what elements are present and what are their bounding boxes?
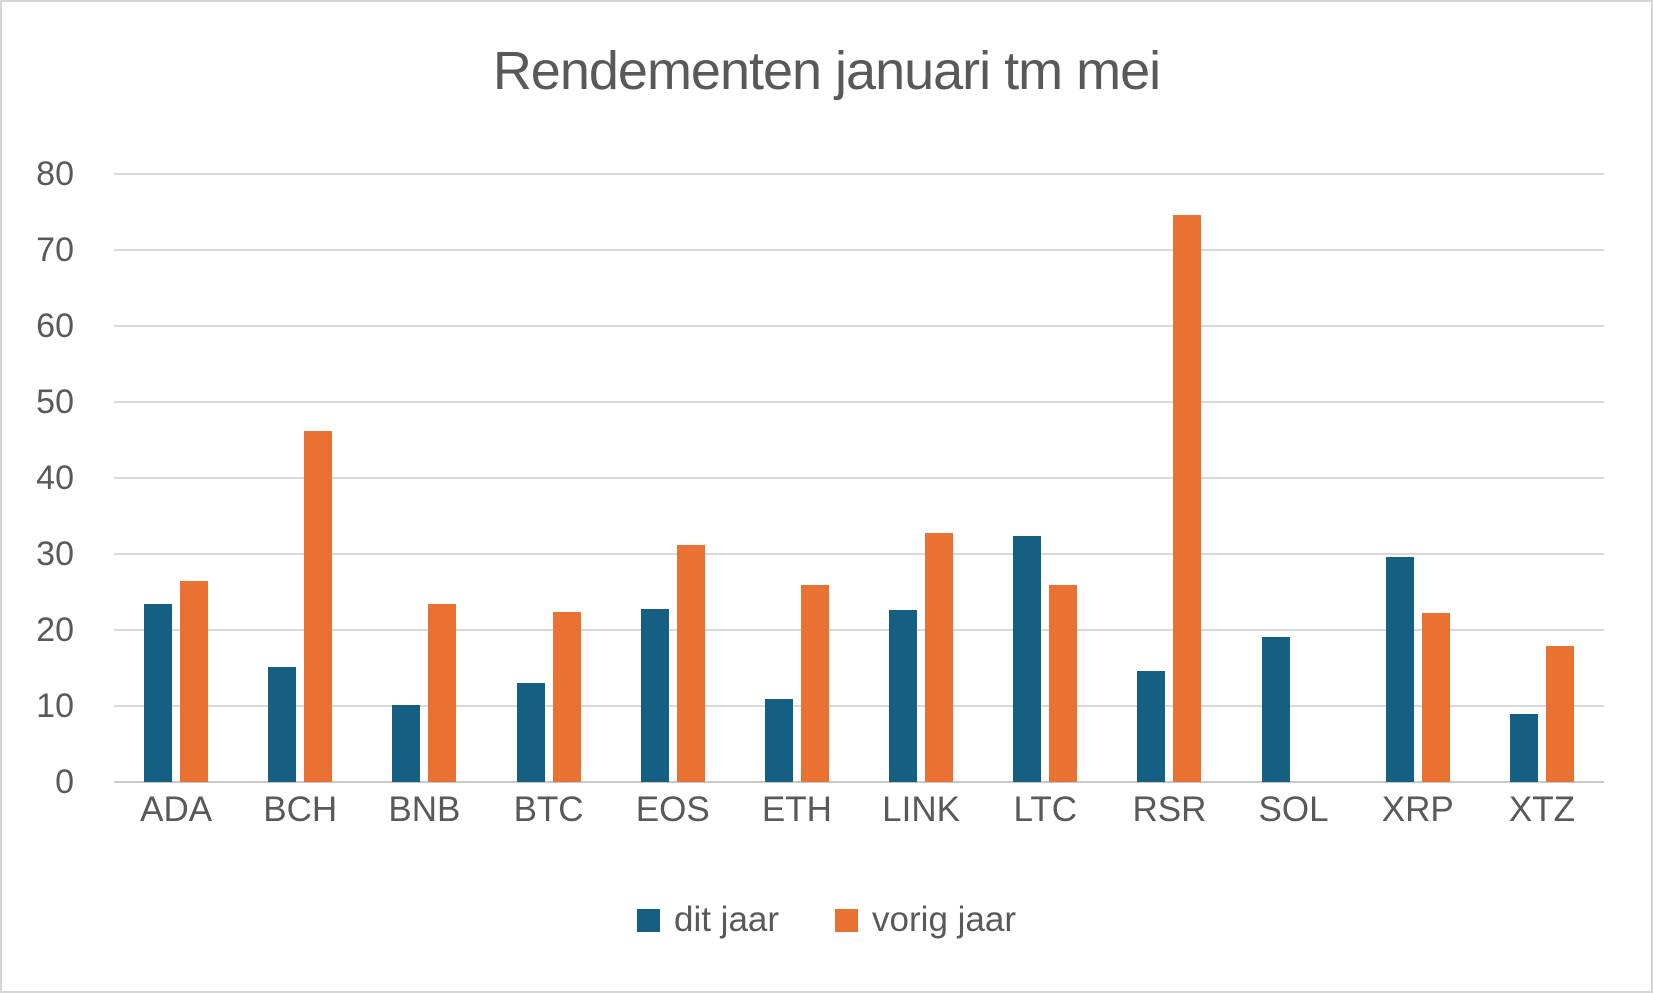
y-axis-tick-label-60: 60 [36,307,74,345]
gridline-20 [114,629,1604,631]
x-axis-category-label-eth: ETH [761,790,832,829]
bar-group-sol [1232,174,1356,782]
bar-dit-jaar-bnb [392,704,421,782]
bar-vorig-jaar-eos [676,544,705,782]
x-axis-category-label-rsr: RSR [1132,790,1207,829]
x-axis-category-label-xrp: XRP [1381,790,1454,829]
bar-vorig-jaar-rsr [1173,215,1202,782]
legend: dit jaar vorig jaar [2,900,1651,940]
bar-dit-jaar-bch [268,666,297,782]
bar-vorig-jaar-xtz [1545,646,1574,782]
legend-label-dit-jaar: dit jaar [673,900,780,939]
plot-area [114,173,1604,783]
bar-dit-jaar-ltc [1013,535,1042,782]
legend-item-vorig-jaar: vorig jaar [835,900,1016,940]
y-axis-tick-label-0: 0 [55,763,74,801]
gridline-10 [114,705,1604,707]
bar-vorig-jaar-ada [180,581,209,782]
bar-group-xtz [1480,174,1604,782]
bar-group-bch [238,174,362,782]
bar-group-bnb [362,174,486,782]
y-axis-tick-label-10: 10 [36,687,74,725]
x-axis-category-label-bnb: BNB [388,790,461,829]
legend-item-dit-jaar: dit jaar [636,900,780,940]
x-axis-category-label-xtz: XTZ [1508,790,1575,829]
bar-dit-jaar-xrp [1385,557,1414,782]
bar-group-link [859,174,983,782]
y-axis-tick-label-40: 40 [36,459,74,497]
bar-group-ada [114,174,238,782]
bar-dit-jaar-sol [1261,636,1290,782]
bar-vorig-jaar-bnb [428,604,457,782]
bar-vorig-jaar-link [925,532,954,782]
bar-group-eos [611,174,735,782]
x-axis-category-label-ada: ADA [140,790,213,829]
gridline-40 [114,477,1604,479]
x-axis-category-label-eos: EOS [635,790,710,829]
bar-dit-jaar-ada [144,604,173,782]
x-axis-line [114,781,1604,783]
legend-swatch-dit-jaar [636,908,660,932]
bar-dit-jaar-xtz [1509,714,1538,782]
bar-dit-jaar-rsr [1137,671,1166,782]
bar-dit-jaar-link [889,609,918,782]
legend-label-vorig-jaar: vorig jaar [872,900,1016,939]
y-axis-tick-label-70: 70 [36,231,74,269]
x-axis-category-label-ltc: LTC [1013,790,1077,829]
gridline-70 [114,249,1604,251]
x-axis-category-label-btc: BTC [513,790,584,829]
gridline-60 [114,325,1604,327]
bar-group-ltc [983,174,1107,782]
bar-group-xrp [1356,174,1480,782]
bar-vorig-jaar-btc [552,611,581,782]
bar-dit-jaar-btc [516,683,545,782]
bar-group-rsr [1107,174,1231,782]
y-axis-tick-label-50: 50 [36,383,74,421]
bar-group-btc [487,174,611,782]
x-axis-category-label-sol: SOL [1258,790,1329,829]
legend-swatch-vorig-jaar [835,908,859,932]
x-axis-category-label-bch: BCH [263,790,338,829]
y-axis-tick-label-80: 80 [36,155,74,193]
y-axis-tick-label-20: 20 [36,611,74,649]
bar-vorig-jaar-xrp [1421,613,1450,782]
gridline-50 [114,401,1604,403]
x-axis-category-label-link: LINK [882,790,960,829]
gridline-30 [114,553,1604,555]
bar-vorig-jaar-bch [304,430,333,782]
bar-group-eth [735,174,859,782]
bar-dit-jaar-eos [640,608,669,782]
bar-dit-jaar-eth [764,699,793,782]
gridline-80 [114,173,1604,175]
bar-vorig-jaar-ltc [1049,585,1078,782]
y-axis-tick-label-30: 30 [36,535,74,573]
bar-vorig-jaar-eth [800,585,829,782]
chart-title: Rendementen januari tm mei [492,41,1161,101]
